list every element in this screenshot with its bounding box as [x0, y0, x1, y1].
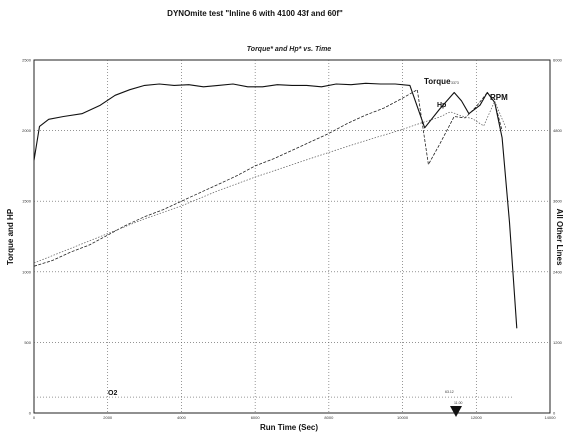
torque-annotation: 3373	[451, 81, 459, 85]
time-marker-triangle-icon	[450, 406, 462, 417]
y-right-tick-labels: 0 1200 2400 3600 4800 6000	[553, 58, 563, 416]
x-tick-label: 2000	[103, 415, 113, 420]
y-left-tick-labels: 0 500 1000 1500 2000 2500	[22, 58, 32, 416]
y-left-tick-label: 2000	[22, 128, 32, 133]
y-right-tick-label: 4800	[553, 128, 563, 133]
series-label-o2: O2	[108, 390, 117, 397]
x-tick-label: 4000	[177, 415, 187, 420]
chart-title: DYNOmite test "Inline 6 with 4100 43f an…	[167, 9, 343, 18]
plot-frame	[33, 59, 551, 414]
y-left-tick-label: 1500	[22, 199, 32, 204]
x-tick-label: 6000	[251, 415, 261, 420]
chart-subtitle: Torque* and Hp* vs. Time	[247, 46, 332, 53]
series-label-rpm: RPM	[490, 93, 508, 102]
y-left-tick-label: 1000	[22, 269, 32, 274]
series-line-torque	[33, 82, 518, 329]
y-left-tick-label: 0	[29, 411, 32, 416]
y-left-axis-label: Torque and HP	[6, 208, 15, 265]
x-axis-label: Run Time (Sec)	[260, 423, 318, 432]
y-right-tick-label: 3600	[553, 199, 563, 204]
x-tick-labels: 0 2000 4000 6000 8000 10000 12000 14000	[33, 415, 556, 420]
y-left-tick-label: 500	[24, 340, 31, 345]
y-left-tick-label: 2500	[22, 58, 32, 63]
marker-label-top: 63.12	[445, 390, 454, 394]
series-line-hp	[33, 89, 503, 267]
x-tick-label: 8000	[324, 415, 334, 420]
x-tick-label: 0	[33, 415, 36, 420]
marker-label-bottom: 11.00	[454, 401, 463, 405]
y-right-tick-label: 1200	[553, 340, 563, 345]
y-right-tick-label: 6000	[553, 58, 563, 63]
series-lines	[33, 82, 518, 398]
series-label-torque: Torque	[424, 77, 451, 86]
x-tick-label: 14000	[544, 415, 556, 420]
y-right-tick-label: 0	[553, 411, 556, 416]
x-tick-label: 10000	[397, 415, 409, 420]
x-tick-label: 12000	[471, 415, 483, 420]
series-label-hp: Hp	[437, 102, 446, 109]
y-right-axis-label: All Other Lines	[555, 209, 564, 266]
grid	[34, 60, 550, 413]
y-right-tick-label: 2400	[553, 269, 563, 274]
